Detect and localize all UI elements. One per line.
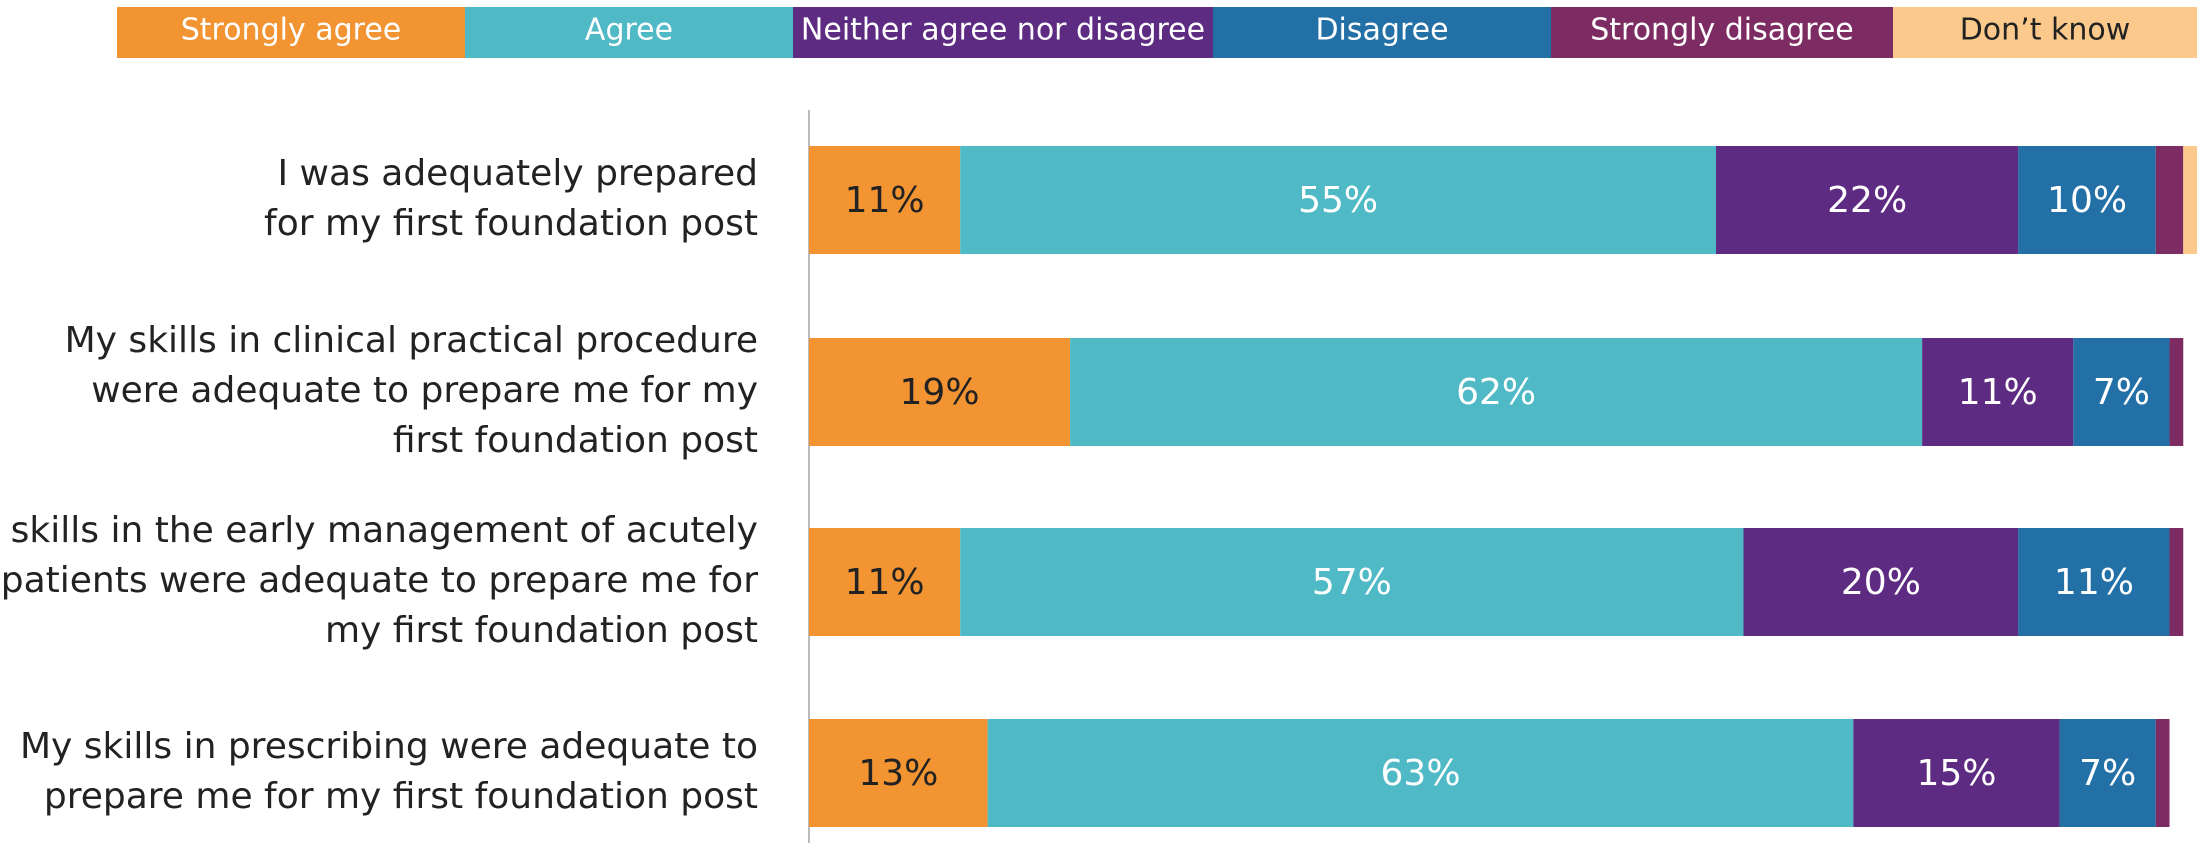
bar-segment [2155,146,2184,254]
bar-segment [1922,338,2074,446]
data-label: 55% [1298,180,1378,221]
category-label: My skills in clinical practical procedur… [65,320,758,461]
bar-segment [1070,338,1923,446]
legend-label: Don’t know [1960,13,2131,48]
bar-segment [2155,719,2170,827]
bar-segment [809,338,1071,446]
legend-swatch [1893,7,2197,58]
bar-segment [1853,719,2060,827]
category-label: My skills in the early management of acu… [0,510,758,651]
data-label: 15% [1916,753,1996,794]
bar-segment [960,528,1744,636]
data-label: 7% [2079,753,2136,794]
legend-label: Disagree [1315,13,1448,48]
category-label: My skills in prescribing were adequate t… [20,726,758,817]
bar-segment [2018,146,2156,254]
data-label: 11% [1958,372,2038,413]
bar-segment [809,146,961,254]
legend-label: Agree [585,13,673,48]
data-label: 11% [845,562,925,603]
bar-segment [987,719,1854,827]
bar-segment [2183,146,2197,254]
legend-label: Neither agree nor disagree [801,13,1205,48]
data-label: 13% [858,753,938,794]
legend-swatch [1551,7,1893,58]
legend-swatch [793,7,1213,58]
bar-segment [960,146,1717,254]
bar-segment [809,528,961,636]
bar-segment [2169,338,2184,446]
bar-segment [2018,528,2170,636]
data-label: 20% [1841,562,1921,603]
data-label: 22% [1827,180,1907,221]
data-label: 11% [2054,562,2134,603]
category-label: I was adequately prepared for my first fo… [264,153,758,244]
data-label: 7% [2093,372,2150,413]
bar-segment [809,719,988,827]
data-label: 62% [1456,372,1536,413]
legend-swatch [117,7,465,58]
bar-segment [2059,719,2156,827]
bar-segment [2169,528,2184,636]
legend-label: Strongly agree [181,13,402,48]
data-label: 63% [1381,753,1461,794]
bar-segment [1743,528,2019,636]
data-label: 57% [1312,562,1392,603]
legend-swatch [465,7,793,58]
legend-label: Strongly disagree [1590,13,1854,48]
data-label: 10% [2047,180,2127,221]
data-label: 19% [900,372,980,413]
bar-segment [2073,338,2170,446]
legend-swatch [1213,7,1551,58]
data-label: 11% [845,180,925,221]
bar-segment [1716,146,2019,254]
